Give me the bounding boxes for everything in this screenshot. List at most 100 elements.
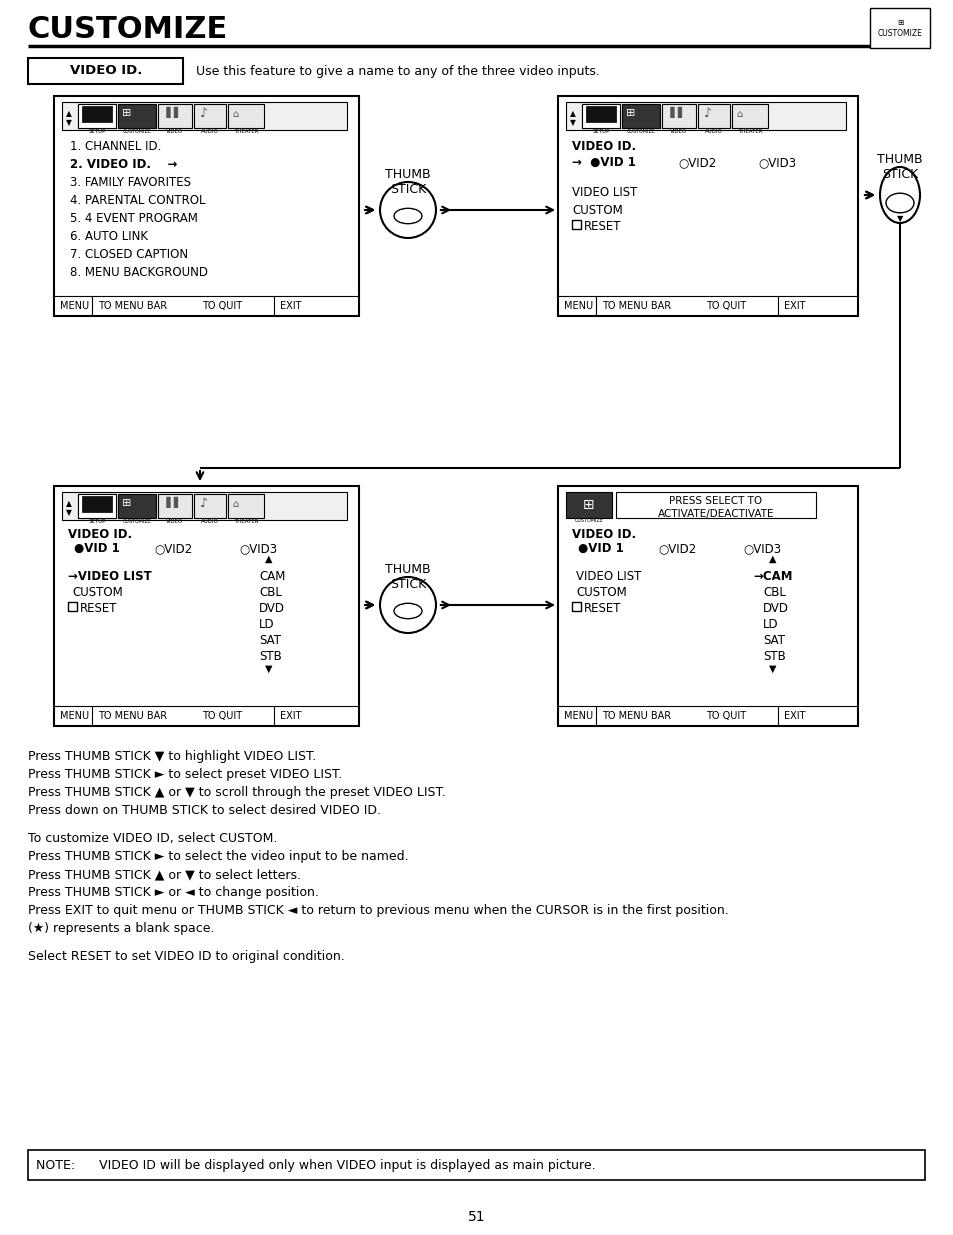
Text: VIDEO ID.: VIDEO ID. [572, 529, 636, 541]
Text: THEATER: THEATER [737, 128, 761, 135]
Bar [565, 492, 612, 517]
Text: 6. AUTO LINK: 6. AUTO LINK [70, 230, 148, 243]
Text: VIDEO LIST: VIDEO LIST [572, 186, 637, 199]
Bar [62, 492, 347, 520]
Text: THUMB
STICK: THUMB STICK [876, 153, 922, 182]
Text: ●VID 1: ●VID 1 [578, 542, 623, 555]
Text: RESET: RESET [583, 601, 620, 615]
Text: SETUP: SETUP [89, 128, 106, 135]
Text: ♪: ♪ [703, 107, 711, 120]
Text: ▲: ▲ [569, 109, 576, 119]
Bar [621, 104, 659, 128]
Text: AUDIO: AUDIO [704, 128, 722, 135]
Text: Press THUMB STICK ► or ◄ to change position.: Press THUMB STICK ► or ◄ to change posit… [28, 885, 318, 899]
Text: 5. 4 EVENT PROGRAM: 5. 4 EVENT PROGRAM [70, 212, 197, 225]
Bar [581, 104, 619, 128]
Text: CBL: CBL [762, 585, 785, 599]
Text: Press THUMB STICK ▼ to highlight VIDEO LIST.: Press THUMB STICK ▼ to highlight VIDEO L… [28, 750, 315, 763]
Text: ▼: ▼ [896, 215, 902, 224]
Text: ●VID 1: ●VID 1 [74, 542, 120, 555]
Bar [572, 601, 580, 611]
Text: MENU: MENU [60, 711, 89, 721]
Text: Press THUMB STICK ► to select preset VIDEO LIST.: Press THUMB STICK ► to select preset VID… [28, 768, 342, 781]
Text: 8. MENU BACKGROUND: 8. MENU BACKGROUND [70, 266, 208, 279]
Text: SAT: SAT [258, 634, 281, 647]
Bar [581, 104, 619, 128]
Text: ⌂: ⌂ [232, 499, 238, 509]
Text: CUSTOM: CUSTOM [71, 585, 123, 599]
Bar [731, 104, 767, 128]
Text: THEATER: THEATER [233, 128, 258, 135]
Text: VIDEO ID.: VIDEO ID. [70, 64, 142, 78]
Bar [661, 104, 696, 128]
Bar [565, 103, 845, 130]
Bar [28, 1150, 924, 1179]
Text: ▼: ▼ [265, 664, 273, 674]
Text: ○VID2: ○VID2 [153, 542, 193, 555]
Text: NOTE:      VIDEO ID will be displayed only when VIDEO input is displayed as main: NOTE: VIDEO ID will be displayed only wh… [36, 1158, 595, 1172]
Bar [54, 96, 358, 316]
Text: →  ●VID 1: → ●VID 1 [572, 156, 636, 169]
Text: ♪: ♪ [200, 496, 208, 510]
Text: TO QUIT: TO QUIT [705, 711, 745, 721]
Bar [616, 492, 815, 517]
Bar [68, 601, 77, 611]
Text: SETUP: SETUP [592, 128, 609, 135]
Text: EXIT: EXIT [783, 301, 804, 311]
Text: STB: STB [258, 650, 281, 663]
Bar [118, 104, 156, 128]
Text: →VIDEO LIST: →VIDEO LIST [68, 571, 152, 583]
Text: DVD: DVD [762, 601, 788, 615]
Text: TO QUIT: TO QUIT [202, 301, 242, 311]
Text: TO MENU BAR: TO MENU BAR [601, 301, 670, 311]
Text: ⊞: ⊞ [122, 498, 132, 508]
Bar [78, 494, 116, 517]
Text: CUSTOM: CUSTOM [572, 204, 622, 217]
Text: CUSTOMIZE: CUSTOMIZE [122, 519, 152, 524]
Bar [78, 104, 116, 128]
Text: CBL: CBL [258, 585, 281, 599]
Text: ▲: ▲ [66, 499, 71, 508]
Text: THUMB
STICK: THUMB STICK [385, 563, 431, 592]
Text: AUDIO: AUDIO [201, 128, 218, 135]
Text: Use this feature to give a name to any of the three video inputs.: Use this feature to give a name to any o… [195, 64, 599, 78]
Text: ▐▐: ▐▐ [162, 107, 179, 119]
Text: AUDIO: AUDIO [201, 519, 218, 524]
Text: ⊞: ⊞ [625, 107, 635, 119]
Bar [869, 7, 929, 48]
Text: Press THUMB STICK ▲ or ▼ to select letters.: Press THUMB STICK ▲ or ▼ to select lette… [28, 868, 301, 881]
Bar [558, 96, 857, 316]
Text: To customize VIDEO ID, select CUSTOM.: To customize VIDEO ID, select CUSTOM. [28, 832, 277, 845]
Text: VIDEO: VIDEO [166, 519, 183, 524]
Bar [82, 106, 112, 122]
Text: Press THUMB STICK ▲ or ▼ to scroll through the preset VIDEO LIST.: Press THUMB STICK ▲ or ▼ to scroll throu… [28, 785, 445, 799]
Text: CUSTOMIZE: CUSTOMIZE [28, 15, 228, 44]
Text: TO MENU BAR: TO MENU BAR [98, 711, 167, 721]
Text: TO QUIT: TO QUIT [202, 711, 242, 721]
Text: 7. CLOSED CAPTION: 7. CLOSED CAPTION [70, 248, 188, 261]
Text: ♪: ♪ [200, 107, 208, 120]
Bar [193, 104, 226, 128]
Text: 2. VIDEO ID.    →: 2. VIDEO ID. → [70, 158, 177, 170]
Text: ▲: ▲ [768, 555, 776, 564]
Text: VIDEO ID.: VIDEO ID. [572, 140, 636, 153]
Text: CUSTOM: CUSTOM [576, 585, 626, 599]
Text: CUSTOMIZE: CUSTOMIZE [574, 517, 603, 522]
Bar [558, 487, 857, 726]
Bar [228, 104, 264, 128]
Text: 51: 51 [468, 1210, 485, 1224]
Text: TO QUIT: TO QUIT [705, 301, 745, 311]
Bar [572, 220, 580, 228]
Text: ▼: ▼ [768, 664, 776, 674]
Text: CAM: CAM [258, 571, 285, 583]
Bar [118, 494, 156, 517]
Text: VIDEO LIST: VIDEO LIST [576, 571, 640, 583]
Text: ▐▐: ▐▐ [665, 107, 682, 119]
Bar [78, 104, 116, 128]
Text: Press down on THUMB STICK to select desired VIDEO ID.: Press down on THUMB STICK to select desi… [28, 804, 380, 818]
Text: ○VID3: ○VID3 [758, 156, 796, 169]
Text: SAT: SAT [762, 634, 784, 647]
Text: CUSTOMIZE: CUSTOMIZE [122, 128, 152, 135]
Text: THUMB
STICK: THUMB STICK [385, 168, 431, 196]
Text: ⊞
CUSTOMIZE: ⊞ CUSTOMIZE [877, 19, 922, 38]
